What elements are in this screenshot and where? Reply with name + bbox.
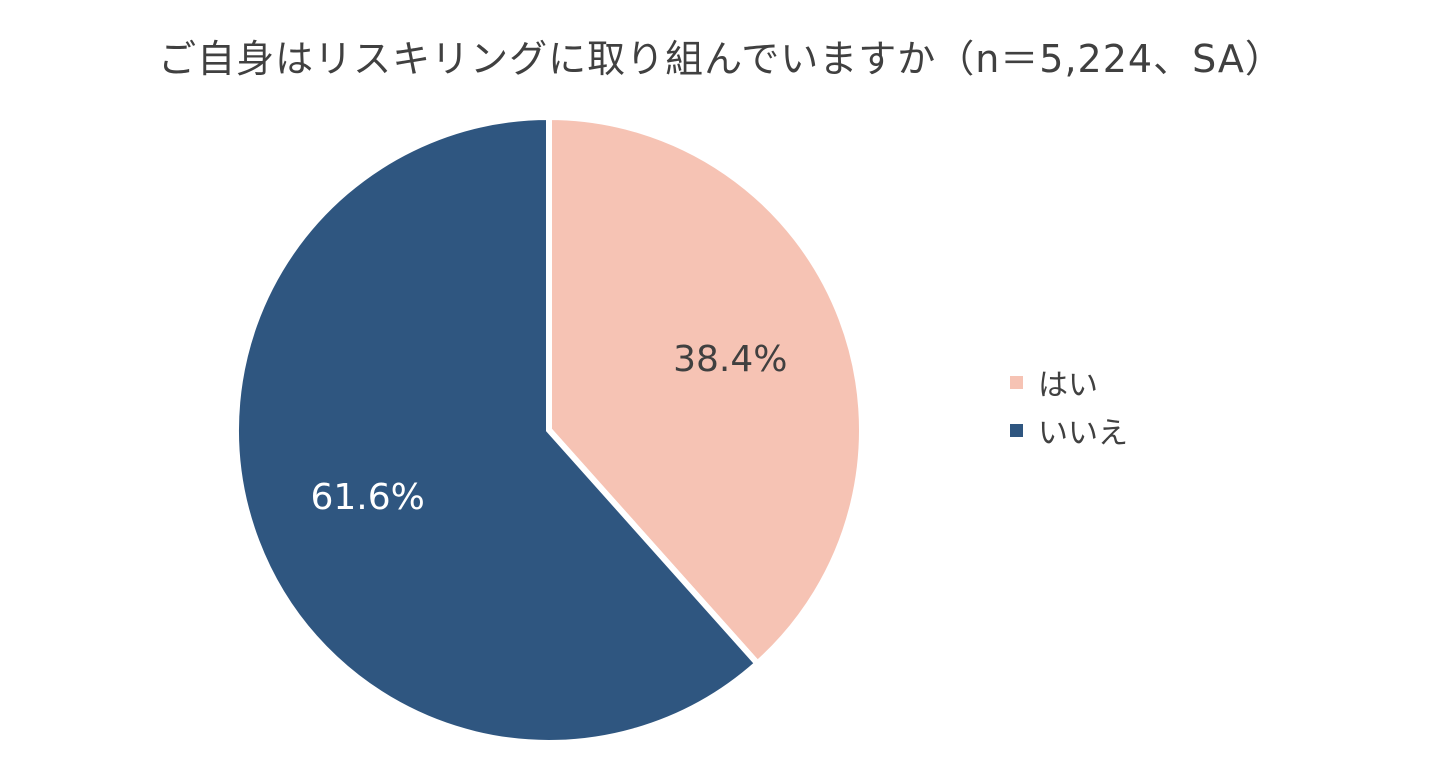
- legend-label-no: いいえ: [1038, 416, 1128, 451]
- legend-swatch-no: [1010, 423, 1023, 437]
- legend-label-yes: はい: [1038, 368, 1098, 403]
- legend-swatch-yes: [1010, 375, 1023, 389]
- legend-item-no: いいえ: [1010, 406, 1128, 454]
- pie-slice-yes: [546, 113, 865, 668]
- pie-slice-no: [233, 113, 762, 746]
- data-label-no: 61.6%: [310, 477, 424, 518]
- legend: はい いいえ: [1010, 358, 1128, 454]
- data-label-yes: 38.4%: [673, 339, 787, 380]
- chart-title: ご自身はリスキリングに取り組んでいますか（n＝5,224、SA）: [158, 37, 1284, 81]
- legend-item-yes: はい: [1010, 358, 1128, 406]
